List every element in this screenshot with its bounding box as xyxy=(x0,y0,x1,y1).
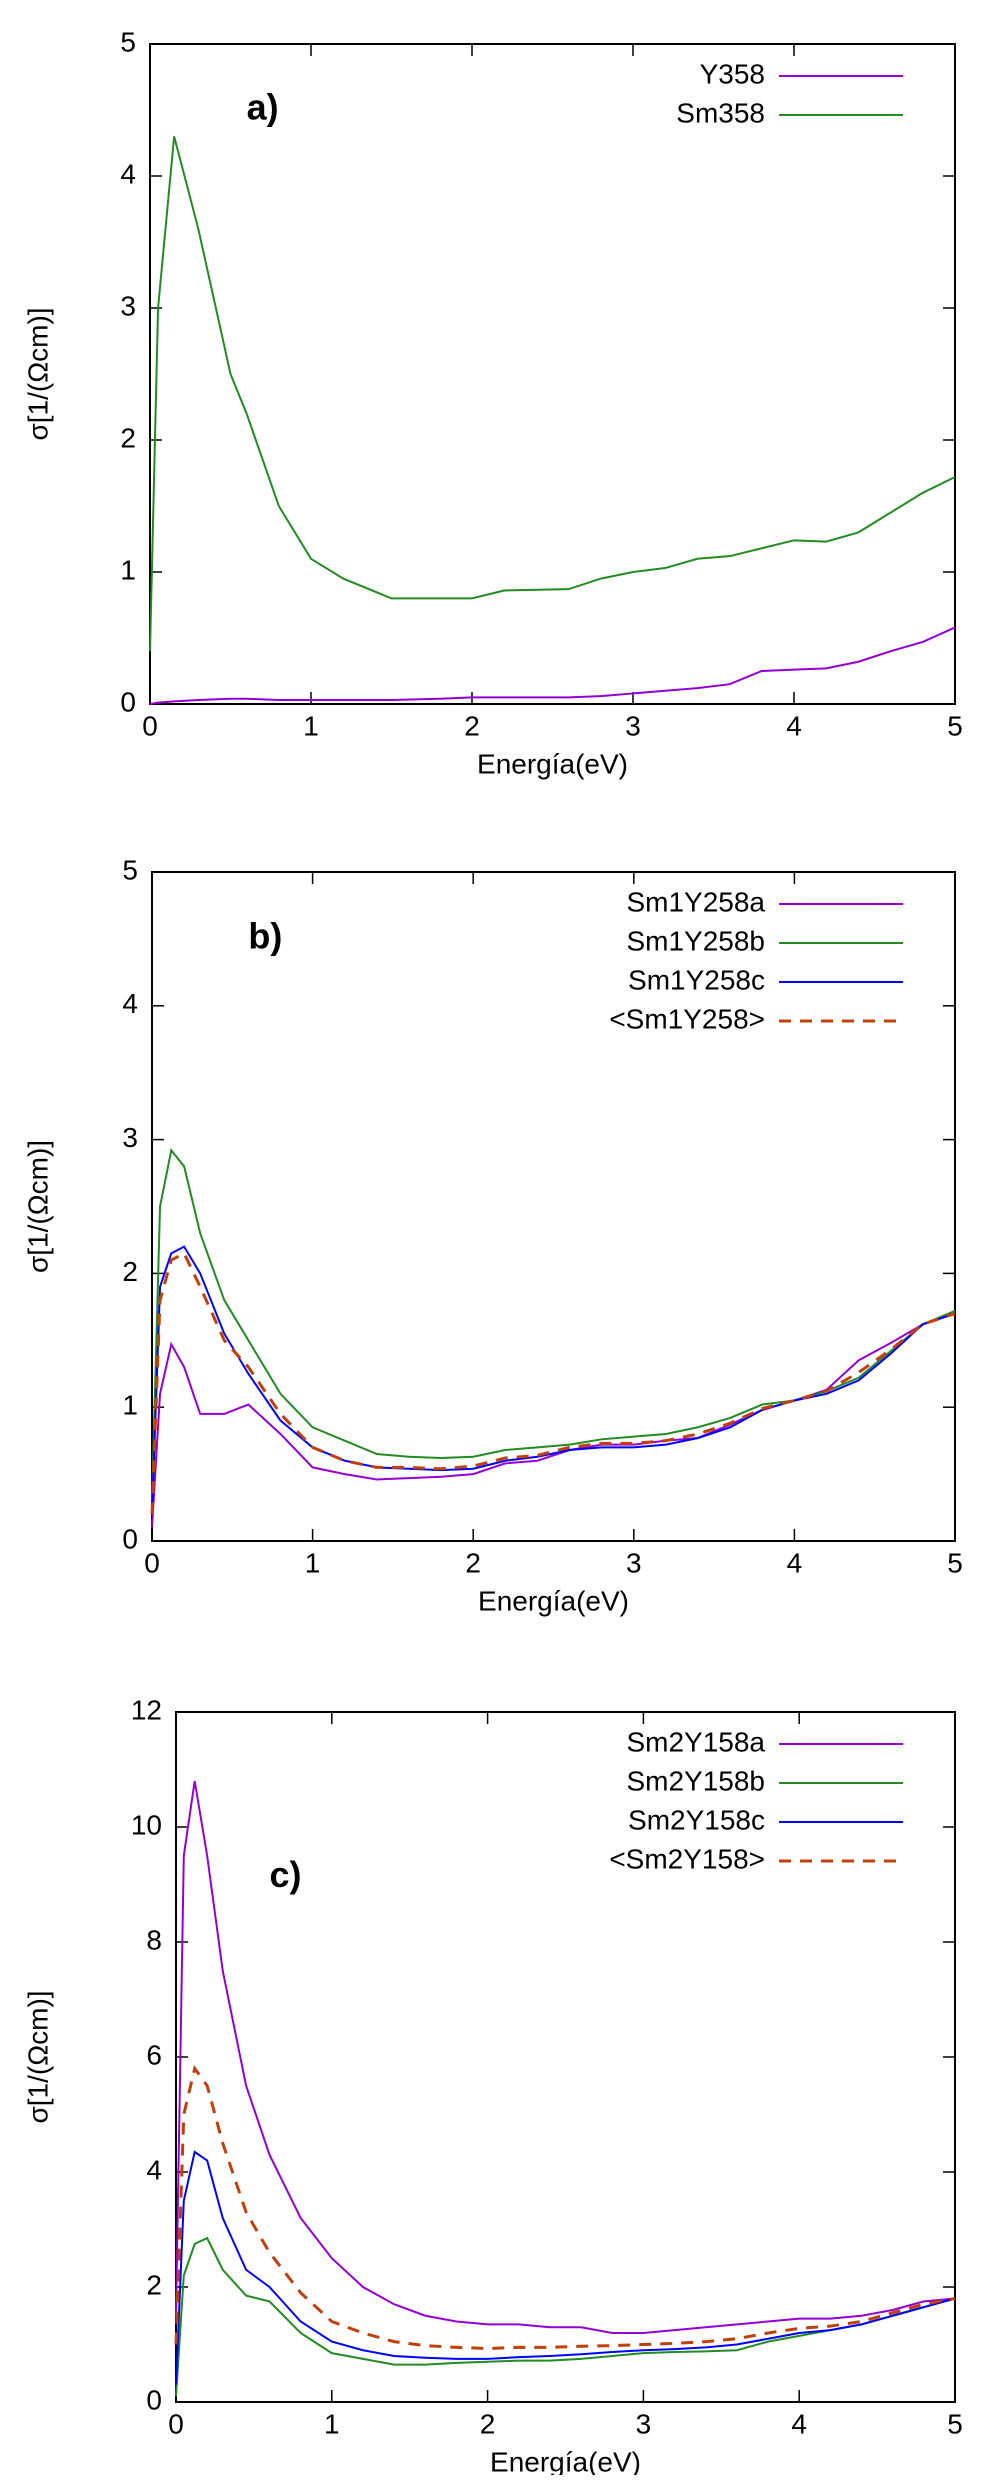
x-tick-label: 5 xyxy=(947,710,963,741)
legend-label: Sm1Y258a xyxy=(626,886,765,917)
legend-label: Sm1Y258b xyxy=(626,925,765,956)
x-tick-label: 1 xyxy=(324,2408,340,2439)
legend-label: Sm358 xyxy=(676,97,765,128)
x-axis-label: Energía(eV) xyxy=(477,748,628,779)
y-tick-label: 2 xyxy=(122,1256,138,1287)
x-tick-label: 0 xyxy=(142,710,158,741)
data-line xyxy=(150,1251,956,1515)
y-tick-label: 0 xyxy=(146,2384,162,2415)
x-tick-label: 4 xyxy=(787,1547,803,1578)
x-axis-label: Energía(eV) xyxy=(478,1585,629,1616)
y-tick-label: 0 xyxy=(122,1523,138,1554)
data-line xyxy=(149,136,956,652)
y-tick-label: 4 xyxy=(146,2154,162,2185)
x-tick-label: 3 xyxy=(626,1547,642,1578)
y-tick-label: 3 xyxy=(122,1122,138,1153)
x-tick-label: 3 xyxy=(636,2408,652,2439)
data-line xyxy=(149,626,956,705)
plot-frame xyxy=(149,43,956,705)
x-tick-label: 3 xyxy=(625,710,641,741)
legend-label: Sm2Y158b xyxy=(626,1765,765,1796)
data-line xyxy=(151,1312,956,1528)
y-tick-label: 1 xyxy=(122,1390,138,1421)
legend-label: Y358 xyxy=(700,58,765,89)
x-tick-label: 5 xyxy=(947,2408,963,2439)
legend-label: Sm2Y158a xyxy=(626,1726,765,1757)
data-line xyxy=(151,1147,956,1501)
y-tick-label: 0 xyxy=(120,686,136,717)
y-tick-label: 3 xyxy=(120,290,136,321)
x-tick-label: 4 xyxy=(791,2408,807,2439)
y-tick-label: 10 xyxy=(131,1809,162,1840)
x-tick-label: 0 xyxy=(144,1547,160,1578)
panel-annotation: b) xyxy=(248,915,282,956)
y-tick-label: 4 xyxy=(120,158,136,189)
x-tick-label: 1 xyxy=(303,710,319,741)
data-line xyxy=(175,2150,956,2385)
data-line xyxy=(174,2064,956,2351)
y-tick-label: 1 xyxy=(120,554,136,585)
x-tick-label: 2 xyxy=(465,1547,481,1578)
legend-label: <Sm2Y158> xyxy=(609,1843,765,1874)
legend-label: <Sm1Y258> xyxy=(609,1003,765,1034)
y-tick-label: 2 xyxy=(146,2269,162,2300)
y-tick-label: 5 xyxy=(120,26,136,57)
plot-frame xyxy=(151,871,956,1542)
x-tick-label: 2 xyxy=(464,710,480,741)
y-axis-label: σ[1/(Ωcm)] xyxy=(22,307,53,440)
data-line xyxy=(175,1780,956,2334)
panel-annotation: c) xyxy=(269,1854,301,1895)
y-axis-label: σ[1/(Ωcm)] xyxy=(22,1140,53,1273)
y-tick-label: 8 xyxy=(146,1924,162,1955)
data-line xyxy=(175,2236,956,2397)
x-tick-label: 1 xyxy=(305,1547,321,1578)
x-axis-label: Energía(eV) xyxy=(490,2446,641,2475)
y-tick-label: 2 xyxy=(120,422,136,453)
y-tick-label: 4 xyxy=(122,988,138,1019)
legend-label: Sm1Y258c xyxy=(628,964,765,995)
y-tick-label: 5 xyxy=(122,854,138,885)
x-tick-label: 0 xyxy=(168,2408,184,2439)
x-tick-label: 2 xyxy=(480,2408,496,2439)
y-axis-label: σ[1/(Ωcm)] xyxy=(22,1990,53,2123)
plot-frame xyxy=(175,1711,956,2403)
x-tick-label: 4 xyxy=(786,710,802,741)
x-tick-label: 5 xyxy=(947,1547,963,1578)
y-tick-label: 6 xyxy=(146,2039,162,2070)
legend-label: Sm2Y158c xyxy=(628,1804,765,1835)
y-tick-label: 12 xyxy=(131,1694,162,1725)
panel-annotation: a) xyxy=(247,87,279,128)
